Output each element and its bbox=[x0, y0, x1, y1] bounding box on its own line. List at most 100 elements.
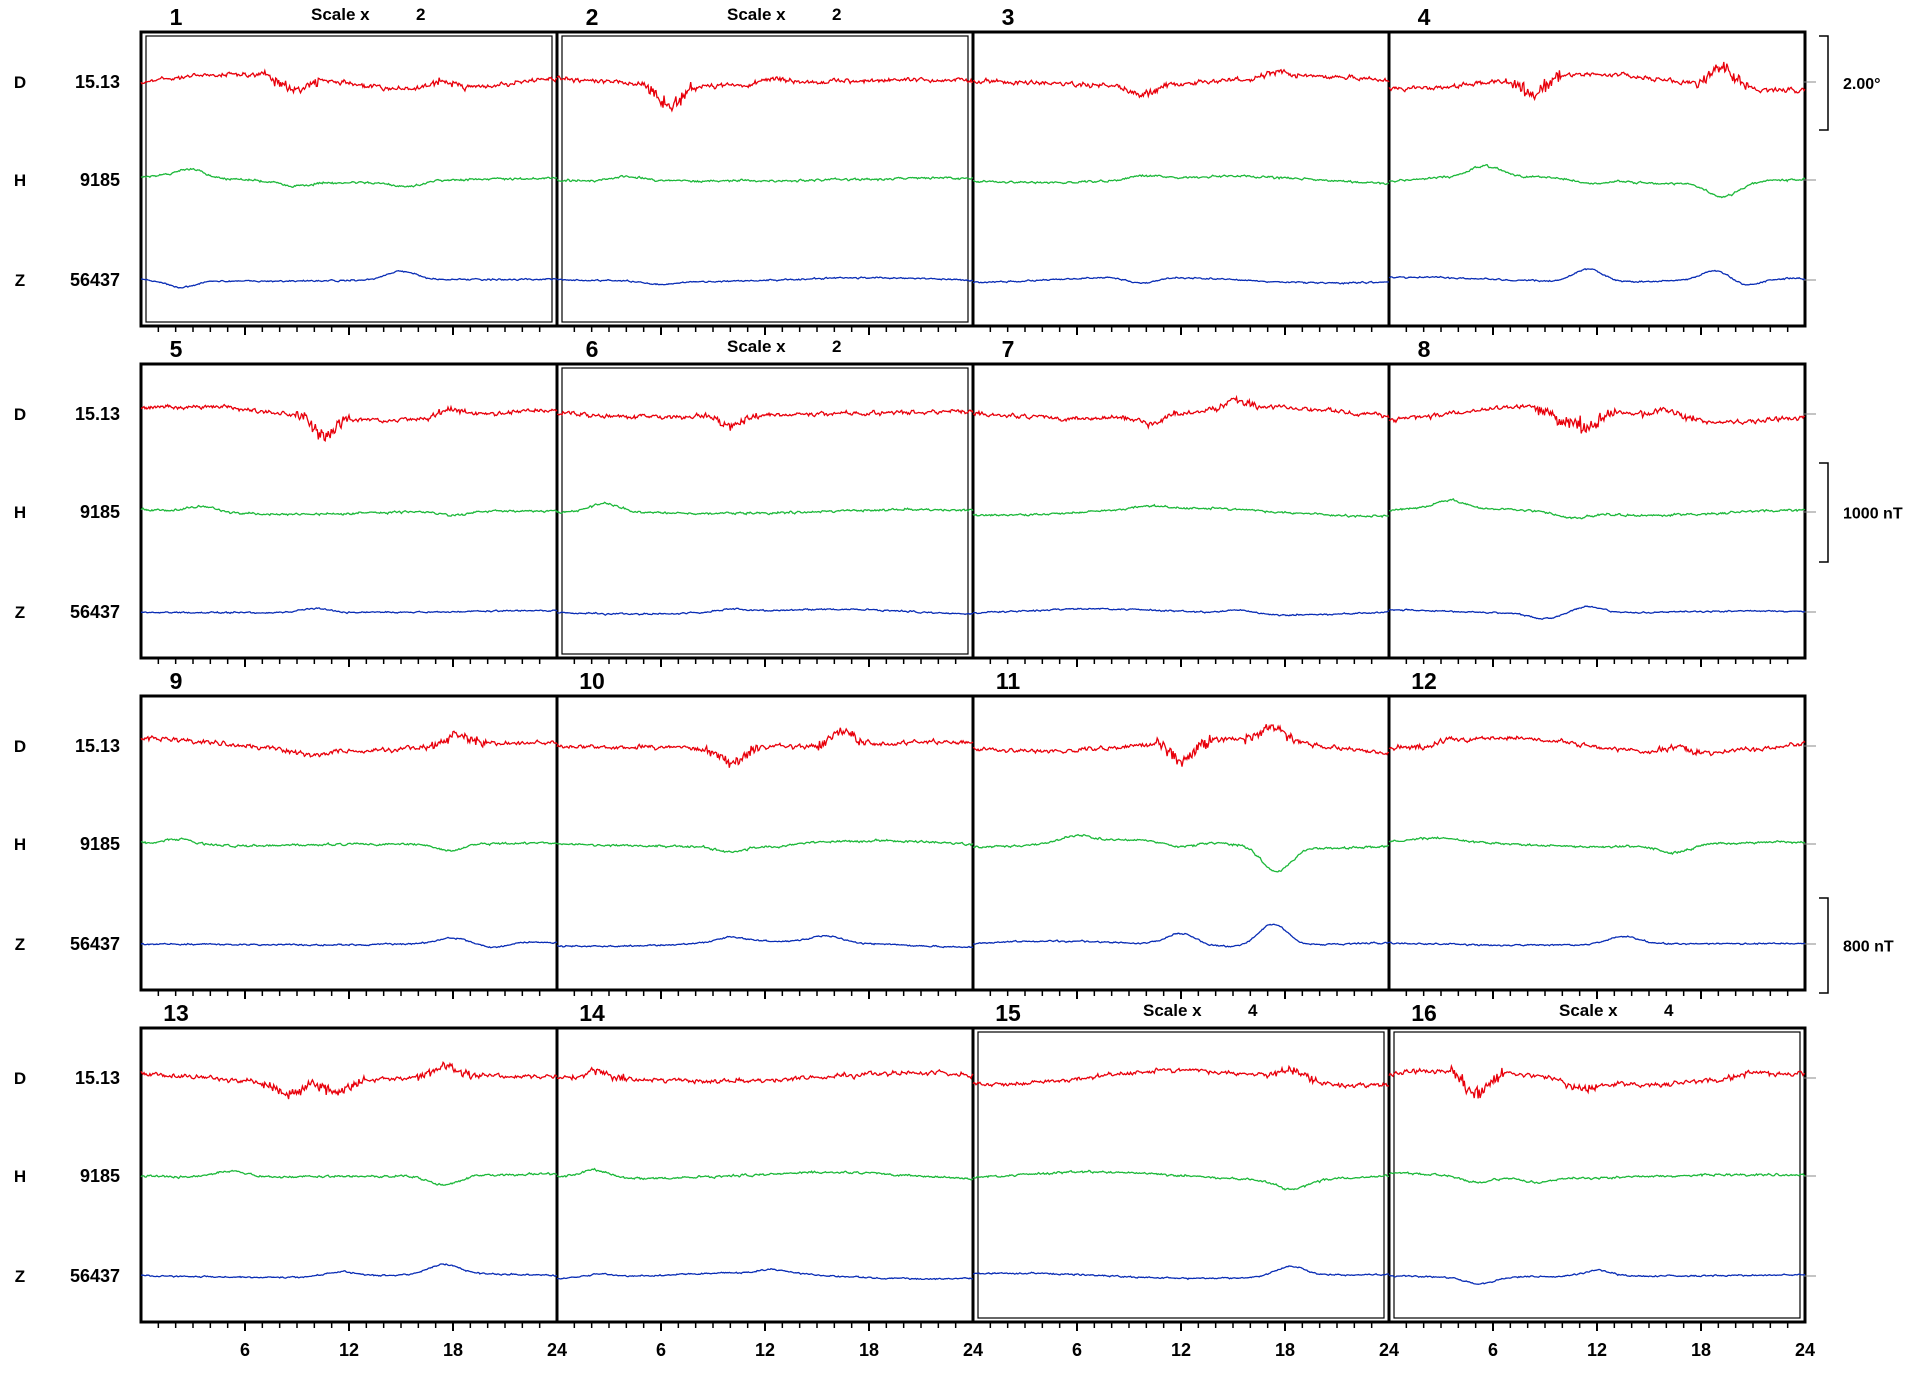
scaled-panel-inner-frame bbox=[145, 35, 553, 323]
trace-d bbox=[140, 403, 558, 443]
component-label: H bbox=[14, 1167, 26, 1186]
baseline-value: 56437 bbox=[70, 1266, 120, 1286]
trace-d bbox=[972, 1064, 1390, 1090]
x-tick-label: 12 bbox=[755, 1340, 775, 1360]
component-label: Z bbox=[15, 603, 25, 622]
trace-z bbox=[972, 923, 1390, 948]
day-number: 8 bbox=[1418, 336, 1431, 362]
day-number: 1 bbox=[170, 4, 183, 30]
day-number: 3 bbox=[1002, 4, 1015, 30]
scale-bar-label: 800 nT bbox=[1843, 939, 1894, 956]
trace-z bbox=[140, 1263, 558, 1279]
scale-bar-label: 2.00° bbox=[1843, 76, 1881, 93]
x-tick-label: 6 bbox=[656, 1340, 666, 1360]
component-label: D bbox=[14, 1069, 26, 1088]
component-label: H bbox=[14, 835, 26, 854]
scale-label: Scale x bbox=[1143, 1001, 1202, 1020]
day-number: 7 bbox=[1002, 336, 1015, 362]
component-label: Z bbox=[15, 271, 25, 290]
trace-h bbox=[556, 1167, 974, 1181]
baseline-value: 56437 bbox=[70, 934, 120, 954]
scale-bar bbox=[1819, 462, 1829, 563]
component-label: D bbox=[14, 405, 26, 424]
x-tick-label: 6 bbox=[1072, 1340, 1082, 1360]
x-tick-label: 24 bbox=[1795, 1340, 1815, 1360]
trace-z bbox=[556, 934, 974, 949]
trace-d bbox=[556, 727, 974, 768]
trace-z bbox=[1388, 605, 1806, 620]
trace-d bbox=[1388, 403, 1806, 434]
trace-d bbox=[1388, 1063, 1806, 1099]
day-number: 11 bbox=[996, 668, 1021, 694]
scale-factor: 2 bbox=[416, 5, 425, 24]
trace-h bbox=[972, 503, 1390, 519]
day-panel-frame bbox=[1387, 30, 1807, 328]
component-label: H bbox=[14, 503, 26, 522]
baseline-value: 9185 bbox=[80, 1166, 120, 1186]
x-tick-label: 12 bbox=[1171, 1340, 1191, 1360]
day-number: 15 bbox=[995, 1000, 1021, 1026]
x-tick-label: 12 bbox=[1587, 1340, 1607, 1360]
scale-factor: 2 bbox=[832, 337, 841, 356]
trace-z bbox=[556, 276, 974, 286]
day-number: 5 bbox=[170, 336, 183, 362]
baseline-value: 9185 bbox=[80, 834, 120, 854]
trace-d bbox=[556, 408, 974, 431]
trace-h bbox=[556, 501, 974, 516]
baseline-value: 56437 bbox=[70, 270, 120, 290]
scale-bar bbox=[1819, 35, 1829, 131]
x-tick-label: 18 bbox=[859, 1340, 879, 1360]
scaled-panel-inner-frame bbox=[561, 35, 969, 323]
trace-h bbox=[140, 504, 558, 517]
frames-layer bbox=[139, 30, 1829, 1331]
component-label: H bbox=[14, 171, 26, 190]
day-number: 10 bbox=[579, 668, 605, 694]
day-panel-frame bbox=[971, 30, 1391, 328]
x-tick-label: 18 bbox=[1275, 1340, 1295, 1360]
trace-z bbox=[140, 936, 558, 949]
trace-d bbox=[972, 724, 1389, 767]
x-tick-label: 24 bbox=[1379, 1340, 1399, 1360]
baseline-value: 15.13 bbox=[75, 72, 120, 92]
trace-z bbox=[1389, 268, 1806, 286]
trace-h bbox=[1388, 1171, 1806, 1184]
trace-h bbox=[972, 174, 1390, 186]
trace-d bbox=[556, 1066, 974, 1085]
x-tick-label: 6 bbox=[240, 1340, 250, 1360]
component-label: Z bbox=[15, 935, 25, 954]
day-number: 9 bbox=[170, 668, 183, 694]
baseline-value: 15.13 bbox=[75, 1068, 120, 1088]
scale-bar bbox=[1819, 897, 1829, 994]
x-tick-label: 6 bbox=[1488, 1340, 1498, 1360]
x-tick-label: 24 bbox=[963, 1340, 983, 1360]
traces-layer bbox=[140, 61, 1806, 1285]
trace-h bbox=[1388, 836, 1806, 856]
scale-bar-label: 1000 nT bbox=[1843, 506, 1903, 523]
trace-h bbox=[556, 838, 974, 854]
day-number: 6 bbox=[586, 336, 599, 362]
trace-z bbox=[1389, 935, 1806, 947]
scale-label: Scale x bbox=[311, 5, 370, 24]
baseline-value: 56437 bbox=[70, 602, 120, 622]
trace-h bbox=[141, 837, 558, 852]
day-panel-frame bbox=[555, 30, 975, 328]
trace-z bbox=[556, 607, 973, 616]
scale-label: Scale x bbox=[727, 5, 786, 24]
day-number: 13 bbox=[163, 1000, 189, 1026]
trace-z bbox=[973, 1265, 1390, 1281]
trace-h bbox=[556, 174, 974, 184]
day-panel-frame bbox=[139, 30, 559, 328]
day-number: 16 bbox=[1411, 1000, 1437, 1026]
trace-z bbox=[1388, 1268, 1806, 1285]
x-tick-label: 18 bbox=[443, 1340, 463, 1360]
x-tick-label: 12 bbox=[339, 1340, 359, 1360]
trace-d bbox=[556, 75, 974, 113]
day-number: 12 bbox=[1411, 668, 1437, 694]
day-number: 2 bbox=[586, 4, 599, 30]
x-tick-label: 24 bbox=[547, 1340, 567, 1360]
trace-d bbox=[140, 1060, 558, 1100]
trace-d bbox=[140, 730, 558, 758]
scale-factor: 2 bbox=[832, 5, 841, 24]
scale-label: Scale x bbox=[1559, 1001, 1618, 1020]
